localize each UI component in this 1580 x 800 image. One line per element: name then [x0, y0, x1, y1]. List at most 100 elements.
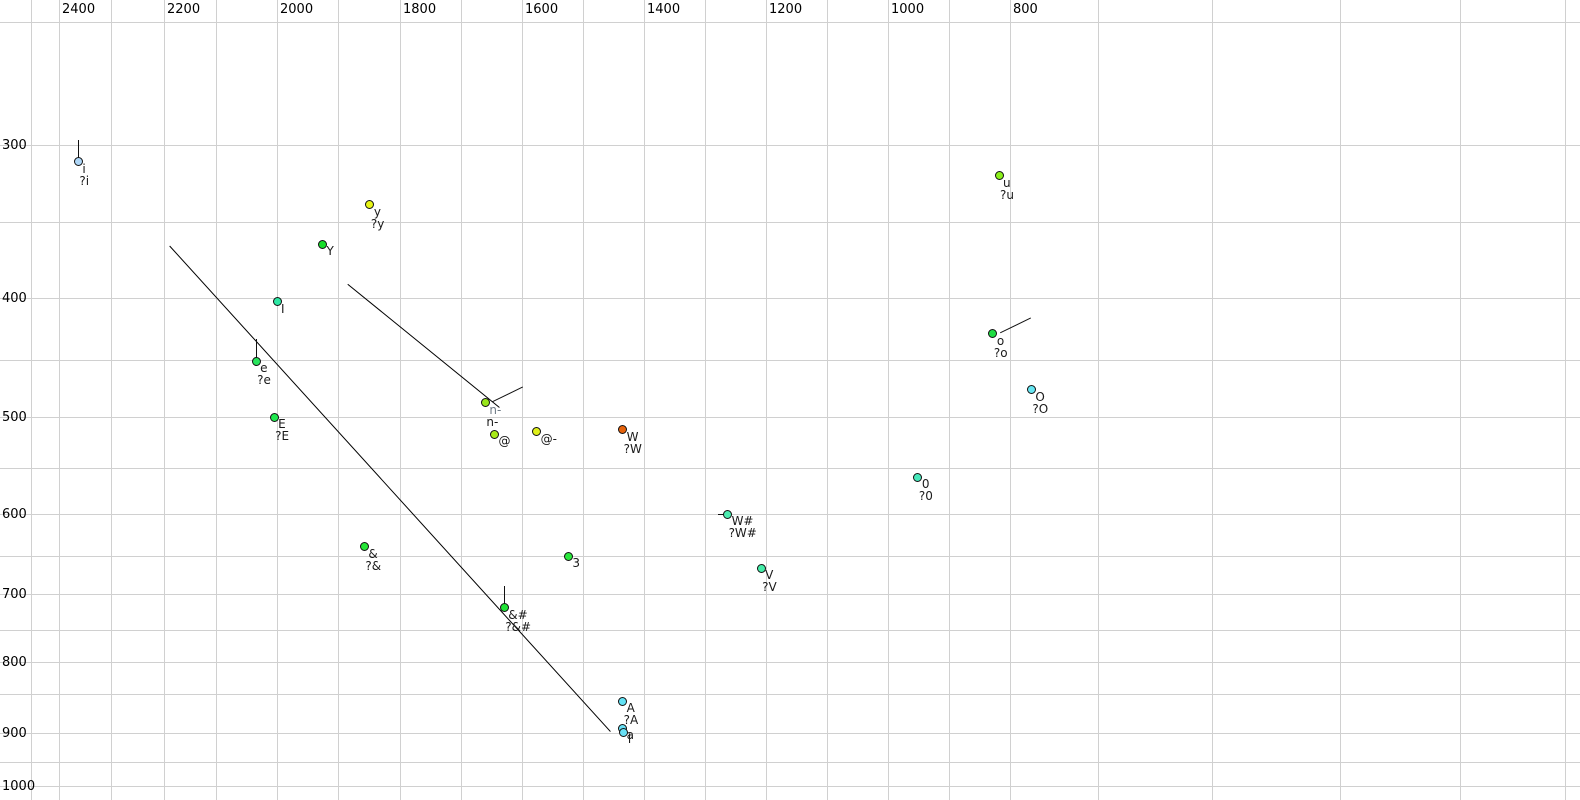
- scatter-point[interactable]: [1026, 385, 1036, 395]
- gridline-vertical: [522, 0, 523, 800]
- point-label-secondary: ?0: [918, 489, 933, 504]
- gridline-horizontal: [0, 733, 1580, 734]
- scatter-point[interactable]: [994, 171, 1004, 181]
- scatter-point[interactable]: [618, 696, 628, 706]
- scatter-point[interactable]: [563, 551, 573, 561]
- x-axis-tick-label: 1000: [891, 2, 925, 17]
- error-bar: [255, 339, 257, 362]
- scatter-point[interactable]: [272, 297, 282, 307]
- gridline-horizontal: [0, 514, 1580, 515]
- point-label-primary: V: [765, 568, 774, 583]
- gridline-vertical: [111, 0, 112, 800]
- scatter-point[interactable]: [490, 429, 500, 439]
- x-axis-tick-label: 2400: [62, 2, 96, 17]
- point-label-primary: W: [626, 429, 639, 444]
- point-label-primary: Y: [326, 244, 334, 259]
- scatter-point[interactable]: [619, 727, 629, 737]
- x-axis-tick-label: 1400: [647, 2, 681, 17]
- x-axis-tick-label: 1800: [403, 2, 437, 17]
- scatter-point[interactable]: [532, 427, 542, 437]
- gridline-vertical: [949, 0, 950, 800]
- y-axis-tick-label: 800: [2, 655, 27, 670]
- point-label-secondary: ?&: [365, 558, 382, 573]
- gridline-vertical: [766, 0, 767, 800]
- scatter-point[interactable]: [913, 472, 923, 482]
- x-axis-tick-label: 2200: [167, 2, 201, 17]
- gridline-horizontal: [0, 594, 1580, 595]
- point-label-primary: 0: [921, 477, 930, 492]
- scatter-point[interactable]: [618, 425, 628, 435]
- gridline-horizontal: [0, 417, 1580, 418]
- gridline-horizontal: [0, 694, 1580, 695]
- scatter-point[interactable]: [359, 542, 369, 552]
- primary-fit-line: [169, 245, 611, 732]
- error-bar: [503, 585, 505, 608]
- point-label-primary: A: [626, 701, 635, 716]
- scatter-point[interactable]: [723, 509, 733, 519]
- point-label-secondary: ?o: [993, 345, 1008, 360]
- gridline-horizontal: [0, 22, 1580, 23]
- point-label-secondary: ?e: [257, 373, 271, 388]
- scatter-point[interactable]: [365, 200, 375, 210]
- gridline-vertical: [400, 0, 401, 800]
- y-axis-tick-label: 600: [2, 507, 27, 522]
- gridline-vertical: [1010, 0, 1011, 800]
- x-axis-tick-label: 2000: [280, 2, 314, 17]
- secondary-fit-line: [347, 283, 500, 408]
- y-axis-tick-label: 900: [2, 726, 27, 741]
- gridline-vertical: [705, 0, 706, 800]
- gridline-vertical: [338, 0, 339, 800]
- x-axis-tick-label: 800: [1013, 2, 1038, 17]
- point-label-primary: e: [260, 361, 268, 376]
- gridline-vertical: [1460, 0, 1461, 800]
- point-label-secondary: ?O: [1032, 401, 1049, 416]
- point-label-primary: @: [498, 434, 511, 449]
- point-label-primary: I: [281, 301, 285, 316]
- gridline-horizontal: [0, 298, 1580, 299]
- point-label-primary: i: [82, 161, 86, 176]
- point-label-secondary: ?y: [370, 216, 385, 231]
- point-label-primary: o: [996, 333, 1005, 348]
- gridline-vertical: [888, 0, 889, 800]
- scatter-point[interactable]: [480, 398, 490, 408]
- point-label-secondary: ?W: [623, 441, 642, 456]
- point-label-secondary: ?A: [623, 713, 639, 728]
- gridline-vertical: [1340, 0, 1341, 800]
- gridline-vertical: [1212, 0, 1213, 800]
- gridline-horizontal: [0, 145, 1580, 146]
- gridline-vertical: [583, 0, 584, 800]
- scatter-point[interactable]: [318, 239, 327, 249]
- gridline-horizontal: [0, 762, 1580, 763]
- point-label-primary: a: [626, 728, 634, 743]
- scatter-point[interactable]: [988, 329, 998, 339]
- y-axis-tick-label: 300: [2, 138, 27, 153]
- point-label-secondary: ?V: [762, 580, 777, 595]
- gridline-vertical: [1565, 0, 1566, 800]
- gridline-vertical: [164, 0, 165, 800]
- point-label-primary: W#: [731, 514, 754, 528]
- point-label-secondary: ?E: [275, 429, 290, 443]
- point-label-primary: 3: [572, 556, 580, 571]
- scatter-point[interactable]: [756, 563, 766, 573]
- scatter-point[interactable]: [73, 157, 83, 167]
- gridline-vertical: [277, 0, 278, 800]
- x-axis-tick-label: 1600: [525, 2, 559, 17]
- y-axis-tick-label: 500: [2, 410, 27, 425]
- point-label-primary: O: [1035, 389, 1045, 404]
- scatter-point[interactable]: [269, 412, 279, 422]
- gridline-horizontal: [0, 662, 1580, 663]
- scatter-point[interactable]: [251, 356, 261, 366]
- point-label-primary: @-: [540, 431, 557, 446]
- y-axis-tick-label: 400: [2, 291, 27, 306]
- gridline-vertical: [461, 0, 462, 800]
- scatter-point[interactable]: [499, 603, 509, 613]
- gridline-vertical: [644, 0, 645, 800]
- point-label-primary: l: [627, 732, 632, 747]
- point-label-primary: y: [373, 204, 381, 219]
- gridline-horizontal: [0, 630, 1580, 631]
